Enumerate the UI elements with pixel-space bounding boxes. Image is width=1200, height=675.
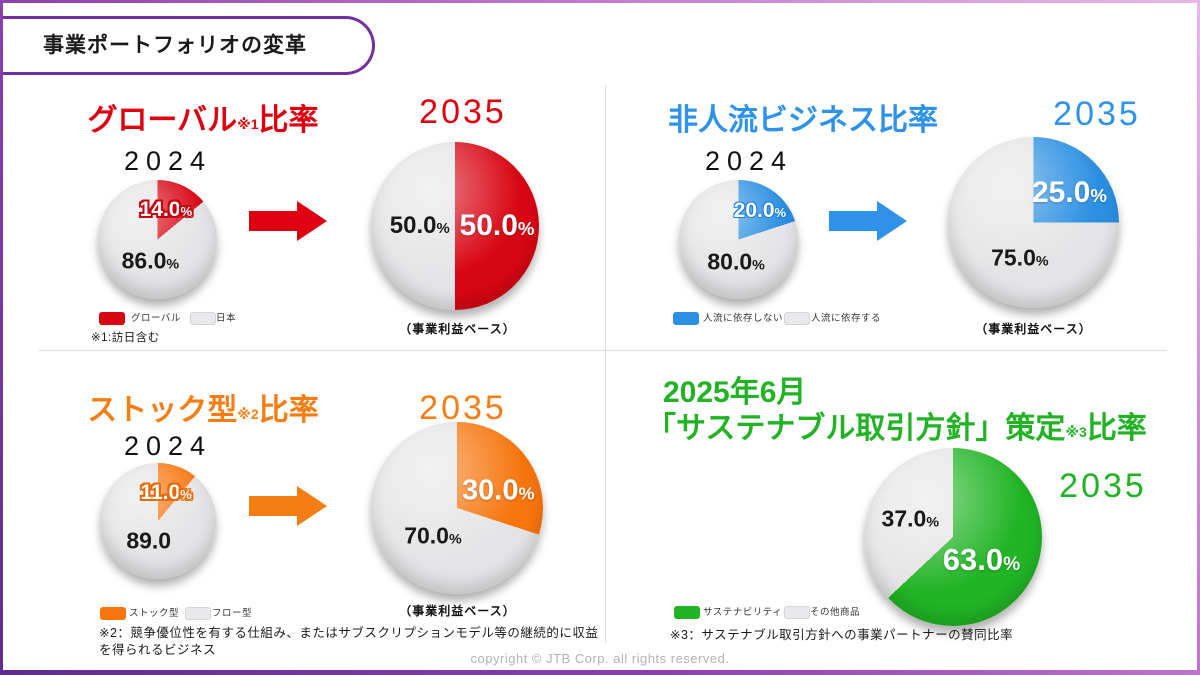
legend-swatch — [784, 312, 810, 325]
quadrant-global-heading: グローバル※1比率 — [58, 95, 348, 139]
year-label-2035: 2035 — [419, 93, 507, 131]
heading-text: グローバル — [87, 104, 238, 137]
legend-swatch — [673, 312, 699, 325]
heading-footnote-marker: ※1 — [237, 116, 259, 132]
legend-label: 日本 — [216, 313, 237, 324]
pie-slice-label: 63.0% — [942, 542, 1021, 578]
footnote-2: ※2：競争優位性を有する仕組み、またはサブスクリプションモデル等の継続的に収益を… — [99, 626, 599, 657]
horizontal-divider — [39, 350, 1167, 351]
year-label-2035: 2035 — [1053, 95, 1141, 133]
legend-swatch — [99, 312, 125, 325]
basis-caption: （事業利益ベース） — [399, 604, 516, 618]
footnote-3: ※3：サステナブル取引方針への事業パートナーの賛同比率 — [670, 628, 1014, 642]
page-title: 事業ポートフォリオの変革 — [3, 16, 375, 75]
pie-rest-label: 75.0% — [991, 244, 1049, 271]
heading-suffix: 比率 — [258, 394, 319, 427]
quadrant-sustainable-heading-line1: 2025年6月 — [663, 376, 807, 409]
year-label-2024: 2024 — [123, 146, 213, 176]
year-label-2024: 2024 — [704, 146, 794, 176]
legend-label: その他商品 — [810, 607, 861, 618]
right-arrow-icon — [829, 201, 907, 241]
heading-suffix: 比率 — [258, 104, 319, 137]
pie-slice-label: 20.0% — [733, 198, 787, 222]
heading-text: 「サステナブル取引方針」策定 — [646, 412, 1066, 445]
pie-slice-label: 25.0% — [1031, 176, 1107, 210]
legend-label: 人流に依存しない — [703, 313, 784, 324]
legend-swatch — [100, 607, 126, 620]
pie-slice-label: 50.0% — [459, 209, 535, 242]
legend-label: ストック型 — [129, 608, 180, 619]
year-label-2035: 2035 — [1059, 467, 1147, 505]
legend-label: グローバル — [131, 313, 181, 324]
heading-text: ストック型 — [87, 394, 238, 427]
pie-global-2024: 14.0% 86.0% — [98, 180, 217, 299]
basis-caption: （事業利益ベース） — [975, 322, 1092, 336]
legend-swatch — [674, 606, 700, 619]
pie-nonflow-2035: 25.0% 75.0% — [948, 137, 1119, 308]
year-label-2024: 2024 — [123, 431, 213, 461]
legend-swatch — [784, 606, 810, 619]
pie-sustainable-2035: 63.0% 37.0% — [864, 448, 1042, 626]
legend-swatch — [185, 607, 211, 620]
pie-slice-label: 11.0% — [140, 481, 192, 505]
pie-rest-label: 86.0% — [121, 247, 180, 274]
right-arrow-icon — [249, 201, 327, 241]
heading-suffix: 比率 — [1086, 412, 1147, 445]
pie-rest-label: 50.0% — [389, 212, 450, 239]
basis-caption: （事業利益ベース） — [399, 322, 516, 336]
pie-stock-2035: 30.0% 70.0% — [371, 422, 543, 594]
heading-text: 非人流ビジネス比率 — [668, 104, 938, 137]
vertical-divider — [605, 85, 606, 643]
pie-stock-2024: 11.0% 89.0 — [100, 463, 216, 579]
pie-slice-label: 30.0% — [462, 474, 535, 507]
quadrant-nonflow-heading: 非人流ビジネス比率 — [648, 95, 958, 139]
legend-swatch — [190, 312, 216, 325]
pie-nonflow-2024: 20.0% 80.0% — [679, 180, 798, 299]
pie-rest-label: 37.0% — [881, 505, 939, 532]
right-arrow-icon — [249, 486, 327, 526]
heading-footnote-marker: ※3 — [1065, 424, 1087, 440]
pie-slice-label: 14.0% — [139, 197, 193, 221]
copyright-text: copyright © JTB Corp. all rights reserve… — [470, 651, 730, 666]
pie-rest-label: 80.0% — [707, 248, 765, 275]
heading-footnote-marker: ※2 — [237, 406, 259, 422]
quadrant-sustainable-heading-line2: 「サステナブル取引方針」策定※3比率 — [646, 403, 1147, 447]
pie-rest-label: 70.0% — [404, 522, 462, 549]
pie-global-2035: 50.0% 50.0% — [371, 142, 539, 310]
quadrant-stock-heading: ストック型※2比率 — [58, 385, 348, 429]
legend-label: サステナビリティ — [703, 607, 783, 618]
legend-label: 人流に依存する — [811, 313, 882, 324]
legend-label: フロー型 — [212, 608, 253, 619]
pie-rest-label: 89.0 — [126, 527, 172, 554]
year-label-2035: 2035 — [419, 389, 507, 427]
footnote-1: ※1:訪日含む — [91, 332, 160, 344]
